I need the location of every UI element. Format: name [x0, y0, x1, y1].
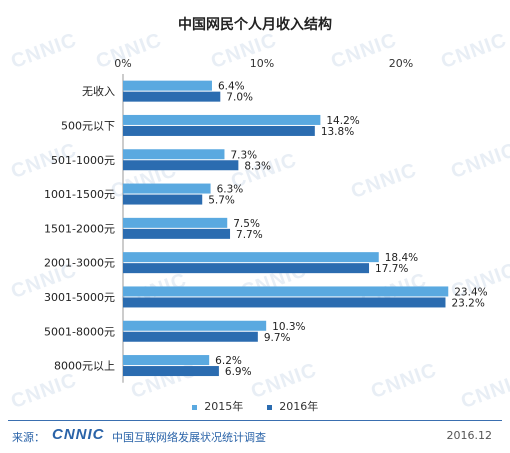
footer-divider [8, 420, 502, 421]
data-label: 7.0% [226, 92, 253, 104]
category-label: 2001-3000元 [44, 257, 115, 270]
legend-label-2015: 2015年 [204, 400, 244, 413]
data-label: 6.9% [225, 366, 252, 378]
category-label: 无收入 [82, 84, 115, 98]
legend-item-2015: 2015年 [191, 398, 244, 414]
legend-label-2016: 2016年 [279, 400, 319, 413]
data-label: 9.7% [264, 332, 291, 344]
cnnic-logo: CNNIC [52, 426, 105, 443]
data-label: 17.7% [375, 263, 408, 275]
data-label: 18.4% [385, 252, 418, 264]
bar [123, 263, 370, 274]
data-label: 6.4% [218, 81, 245, 93]
source-label: 来源： [12, 431, 45, 444]
bar [123, 286, 449, 297]
data-label: 6.3% [217, 184, 244, 196]
x-tick-label: 0% [114, 57, 131, 70]
category-label: 1001-1500元 [44, 188, 115, 201]
data-label: 10.3% [272, 321, 305, 333]
footer: 来源： CNNIC 中国互联网络发展状况统计调查 2016.12 [12, 426, 498, 446]
bar [123, 149, 225, 160]
category-label: 1501-2000元 [44, 222, 115, 235]
data-label: 13.8% [321, 126, 354, 138]
bar [123, 160, 239, 171]
bar [123, 80, 212, 91]
bar [123, 297, 446, 308]
bar [123, 331, 258, 342]
chart-title: 中国网民个人月收入结构 [178, 17, 332, 33]
x-tick-label: 10% [250, 57, 274, 70]
bar [123, 217, 228, 228]
category-label: 8000元以上 [54, 360, 115, 373]
bar [123, 183, 211, 194]
report-date: 2016.12 [446, 429, 493, 442]
category-label: 3001-5000元 [44, 291, 115, 304]
data-label: 6.2% [215, 355, 242, 367]
data-label: 7.7% [236, 229, 263, 241]
data-label: 7.5% [233, 218, 260, 230]
data-label: 8.3% [244, 160, 271, 172]
data-label: 7.3% [230, 149, 257, 161]
category-label: 500元以下 [61, 119, 115, 132]
bar [123, 228, 231, 239]
data-label: 23.4% [454, 286, 487, 298]
bar [123, 320, 267, 331]
bar [123, 125, 315, 136]
bar [123, 366, 219, 377]
data-label: 14.2% [326, 115, 359, 127]
bar [123, 91, 221, 102]
category-label: 5001-8000元 [44, 325, 115, 338]
data-label: 5.7% [208, 195, 235, 207]
bar [123, 252, 379, 263]
category-label: 501-1000元 [51, 154, 115, 167]
x-tick-label: 20% [389, 57, 413, 70]
legend-swatch-2016 [266, 404, 272, 410]
bar [123, 194, 203, 205]
legend: 2015年 2016年 [0, 398, 510, 414]
bar [123, 355, 210, 366]
data-label: 23.2% [451, 297, 484, 309]
bar [123, 114, 321, 125]
legend-swatch-2015 [191, 404, 197, 410]
legend-item-2016: 2016年 [266, 398, 319, 414]
source-name: 中国互联网络发展状况统计调查 [112, 431, 266, 444]
